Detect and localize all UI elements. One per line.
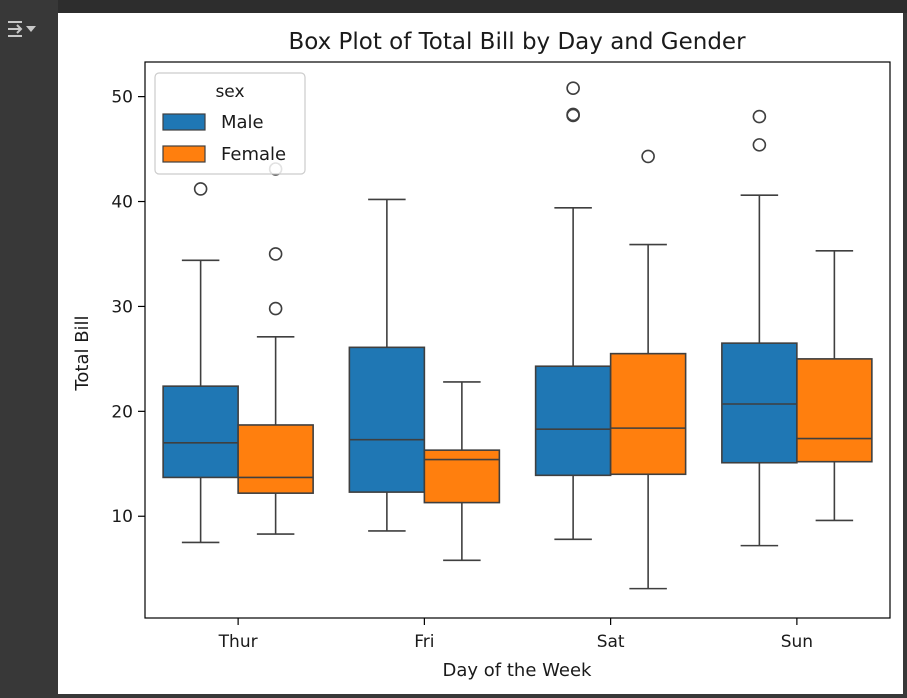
x-axis-label: Day of the Week (443, 660, 592, 681)
outlier-point (566, 81, 580, 96)
chart-title: Box Plot of Total Bill by Day and Gender (288, 29, 746, 55)
iqr-box (237, 424, 314, 494)
chart-figure: Box Plot of Total Bill by Day and Gender… (58, 13, 903, 694)
iqr-box (534, 365, 612, 477)
outlier-point (752, 138, 767, 152)
y-tick-label: 30 (111, 297, 133, 317)
iqr-box (796, 358, 873, 463)
axes: 10 20 30 40 50 Thur Fri Sat Sun (111, 61, 891, 652)
output-collapse-icon[interactable] (6, 16, 38, 42)
outlier-point (641, 149, 655, 164)
legend-label-female: Female (221, 144, 286, 165)
iqr-box (348, 346, 426, 493)
plot-frame (144, 61, 891, 619)
legend-label-male: Male (221, 112, 264, 133)
box-female-sun (796, 250, 873, 522)
iqr-box (609, 352, 687, 476)
outlier-point (752, 109, 767, 124)
x-tick-label: Sat (597, 632, 625, 652)
notebook-top-strip (0, 0, 907, 13)
box-plot-chart: Box Plot of Total Bill by Day and Gender… (72, 29, 891, 681)
y-tick-label: 10 (111, 507, 133, 527)
legend-swatch-male (162, 113, 206, 131)
box-female-sat (609, 149, 687, 590)
legend-swatch-female (162, 145, 206, 163)
y-axis-label: Total Bill (72, 315, 93, 391)
x-tick-label: Fri (414, 632, 434, 652)
iqr-box (423, 449, 501, 504)
box-female-thur (237, 162, 314, 535)
box-male-sun (721, 109, 798, 547)
box-group (162, 81, 873, 590)
outlier-point (566, 108, 580, 123)
cell-output-gutter (0, 0, 58, 698)
x-tick-label: Thur (218, 632, 258, 652)
box-male-sat (534, 81, 612, 541)
y-tick-label: 50 (111, 88, 133, 108)
outlier-point (193, 182, 208, 196)
x-tick-label: Sun (781, 632, 813, 652)
y-tick-label: 20 (111, 402, 133, 422)
iqr-box (162, 385, 239, 479)
iqr-box (721, 342, 798, 464)
outlier-point (268, 301, 283, 316)
box-female-fri (423, 381, 501, 562)
legend: sex Male Female (154, 72, 306, 175)
box-male-fri (348, 198, 426, 532)
box-male-thur (162, 182, 239, 544)
y-tick-label: 40 (111, 193, 133, 213)
outlier-point (268, 247, 283, 261)
legend-title: sex (215, 82, 244, 102)
